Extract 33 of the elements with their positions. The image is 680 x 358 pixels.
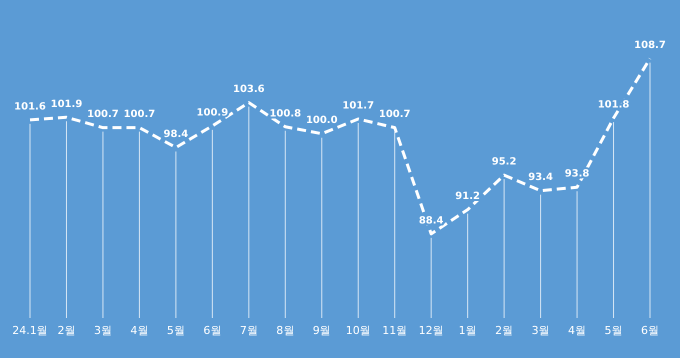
x-tick-label: 4월 [568, 324, 586, 337]
x-tick-label: 6월 [641, 324, 659, 337]
x-tick-label: 3월 [532, 324, 550, 337]
x-tick-label: 11월 [382, 324, 408, 337]
data-label: 101.7 [342, 100, 374, 112]
data-label: 98.4 [164, 129, 188, 140]
data-label: 95.2 [492, 156, 516, 168]
data-label: 108.7 [634, 40, 666, 52]
data-label: 101.6 [14, 101, 46, 112]
data-label: 100.0 [306, 115, 338, 126]
data-label: 101.9 [50, 98, 82, 110]
data-label: 100.7 [378, 109, 411, 120]
data-label: 100.9 [196, 107, 228, 118]
data-label: 91.2 [455, 191, 480, 202]
data-label: 93.4 [528, 172, 553, 184]
x-tick-label: 1월 [458, 324, 477, 337]
x-tick-label: 4월 [130, 324, 148, 337]
x-tick-label: 2월 [57, 324, 76, 337]
x-tick-label: 5월 [166, 324, 185, 337]
x-tick-label: 24.1월 [12, 324, 48, 337]
data-label: 100.7 [124, 109, 156, 120]
data-label: 100.7 [87, 109, 119, 120]
x-tick-label: 8월 [276, 324, 294, 337]
x-tick-label: 3월 [94, 324, 112, 337]
x-tick-label: 5월 [604, 324, 623, 337]
x-tick-label: 7월 [240, 324, 258, 337]
x-tick-label: 12월 [418, 324, 444, 337]
x-tick-label: 10월 [346, 324, 371, 337]
x-tick-label: 9월 [312, 324, 331, 337]
x-tick-label: 6월 [203, 324, 222, 337]
data-label: 103.6 [233, 84, 265, 96]
x-tick-label: 2월 [495, 324, 514, 337]
data-label: 100.8 [269, 108, 302, 120]
